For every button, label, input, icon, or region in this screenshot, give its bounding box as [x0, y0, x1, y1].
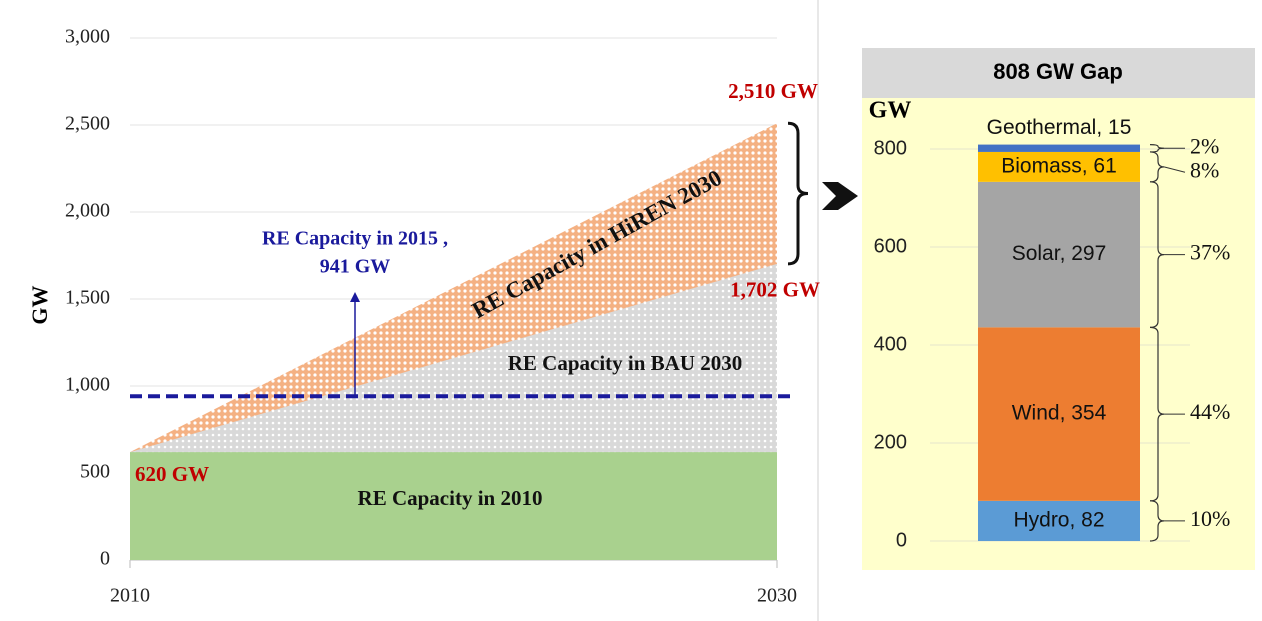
- bar-title: 808 GW Gap: [993, 59, 1123, 84]
- segment-label: Solar, 297: [1012, 242, 1107, 265]
- y-tick-label: 1,500: [65, 287, 110, 309]
- share-label: 10%: [1190, 506, 1230, 531]
- y-tick-label: 600: [874, 235, 907, 257]
- segment-label: Wind, 354: [1012, 402, 1107, 425]
- value-label: 2,510 GW: [728, 79, 818, 103]
- bar-segment: [978, 144, 1140, 152]
- y-tick-label: 0: [896, 529, 907, 551]
- value-label: 1,702 GW: [730, 278, 820, 302]
- segment-label: Biomass, 61: [1001, 154, 1117, 177]
- segment-label: Geothermal, 15: [987, 116, 1132, 139]
- area-y-label: GW: [27, 285, 52, 324]
- x-tick-label: 2010: [110, 585, 150, 607]
- bar-segment: [978, 181, 1140, 328]
- bar-segment: [978, 500, 1140, 541]
- value-label: 620 GW: [135, 462, 209, 486]
- bar-segment: [978, 327, 1140, 501]
- y-tick-label: 2,500: [65, 113, 110, 135]
- y-tick-label: 3,000: [65, 26, 110, 48]
- segment-label: Hydro, 82: [1013, 508, 1104, 531]
- x-tick-label: 2030: [757, 585, 797, 607]
- share-label: 2%: [1190, 133, 1219, 158]
- share-label: 44%: [1190, 399, 1230, 424]
- area-label: RE Capacity in BAU 2030: [508, 351, 743, 375]
- y-tick-label: 500: [80, 461, 110, 483]
- annotation: 941 GW: [320, 256, 391, 278]
- gap-header: [862, 48, 1255, 98]
- y-tick-label: 400: [874, 333, 907, 355]
- arrow: [822, 182, 858, 210]
- y-tick-label: 2,000: [65, 200, 110, 222]
- brace-leader: [1163, 166, 1186, 173]
- share-label: 8%: [1190, 157, 1219, 182]
- y-tick-label: 800: [874, 137, 907, 159]
- annotation-arrowhead: [350, 292, 360, 302]
- y-tick-label: 1,000: [65, 374, 110, 396]
- area-label: RE Capacity in 2010: [358, 486, 543, 510]
- annotation: RE Capacity in 2015 ,: [262, 228, 448, 250]
- area: [130, 452, 777, 560]
- y-tick-label: 200: [874, 431, 907, 453]
- bar-y-label: GW: [869, 98, 912, 124]
- y-tick-label: 0: [100, 548, 110, 570]
- bar-segment: [978, 151, 1140, 182]
- share-label: 37%: [1190, 240, 1230, 265]
- brace: [787, 121, 809, 266]
